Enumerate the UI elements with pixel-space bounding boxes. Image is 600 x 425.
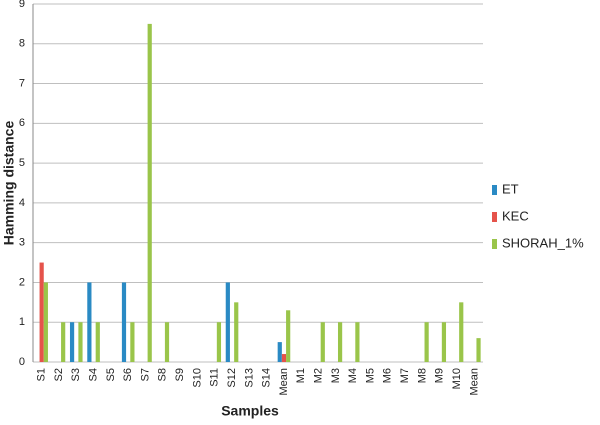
x-tick-label: S9 — [174, 368, 186, 381]
bar — [121, 282, 127, 362]
x-tick-label: S7 — [139, 368, 151, 381]
bar — [225, 282, 230, 362]
legend-swatch — [492, 185, 497, 195]
x-tick-label: M10 — [451, 368, 463, 389]
bar — [87, 282, 92, 362]
x-axis-label: Samples — [221, 403, 279, 419]
bar — [277, 342, 282, 362]
bar — [441, 322, 447, 362]
y-tick-label: 8 — [19, 38, 25, 50]
x-tick-label: S8 — [157, 368, 169, 381]
bar — [147, 23, 152, 363]
x-tick-label: S1 — [36, 368, 48, 381]
x-tick-label: M7 — [399, 368, 411, 383]
x-tick-label: S11 — [209, 368, 221, 387]
y-tick-label: 2 — [19, 276, 25, 288]
x-tick-label: S5 — [105, 368, 117, 381]
x-tick-label: M1 — [295, 368, 307, 383]
bar — [459, 302, 464, 362]
y-tick-label: 3 — [19, 237, 25, 249]
bar — [355, 322, 360, 362]
x-tick-label: S14 — [261, 368, 273, 388]
bar — [164, 322, 170, 362]
bar — [43, 282, 48, 362]
x-tick-label: M6 — [382, 368, 394, 383]
legend-label: SHORAH_1% — [502, 235, 584, 250]
bar — [130, 322, 135, 362]
bar — [476, 338, 481, 362]
y-tick-label: 7 — [19, 77, 25, 89]
x-tick-label: S13 — [243, 368, 255, 388]
x-tick-label: S12 — [226, 368, 238, 388]
bar — [95, 322, 100, 362]
x-tick-label: M4 — [347, 368, 359, 383]
bar — [320, 322, 325, 362]
y-axis-label: Hamming distance — [1, 121, 17, 246]
x-tick-label: M3 — [330, 368, 342, 383]
legend-swatch — [492, 239, 497, 249]
x-tick-label: S4 — [87, 368, 99, 381]
legend-swatch — [492, 212, 497, 222]
y-tick-label: 1 — [19, 316, 25, 328]
y-tick-label: 6 — [19, 117, 25, 129]
x-tick-label: S6 — [122, 368, 134, 381]
y-tick-label: 4 — [19, 197, 25, 209]
x-tick-label: S3 — [70, 368, 82, 381]
x-tick-label: M8 — [416, 368, 428, 383]
x-tick-label: M5 — [364, 368, 376, 383]
y-tick-label: 9 — [19, 0, 25, 10]
x-tick-label: M9 — [434, 368, 446, 383]
y-tick-label: 0 — [19, 356, 25, 368]
bar — [69, 322, 75, 362]
legend-label: ET — [502, 181, 519, 196]
bar — [286, 310, 291, 362]
bar — [281, 354, 287, 362]
x-tick-label: M2 — [312, 368, 324, 383]
x-tick-label: S10 — [191, 368, 203, 388]
bar — [61, 322, 66, 362]
bar — [424, 322, 429, 362]
legend-label: KEC — [502, 208, 529, 223]
x-tick-label: S2 — [53, 368, 65, 381]
bar — [337, 322, 343, 362]
y-tick-label: 5 — [19, 157, 25, 169]
bar — [234, 302, 239, 362]
bar — [78, 322, 83, 362]
x-tick-label: Mean — [468, 368, 480, 396]
bar — [39, 262, 44, 362]
x-tick-label: Mean — [278, 368, 290, 396]
bar — [216, 322, 222, 362]
